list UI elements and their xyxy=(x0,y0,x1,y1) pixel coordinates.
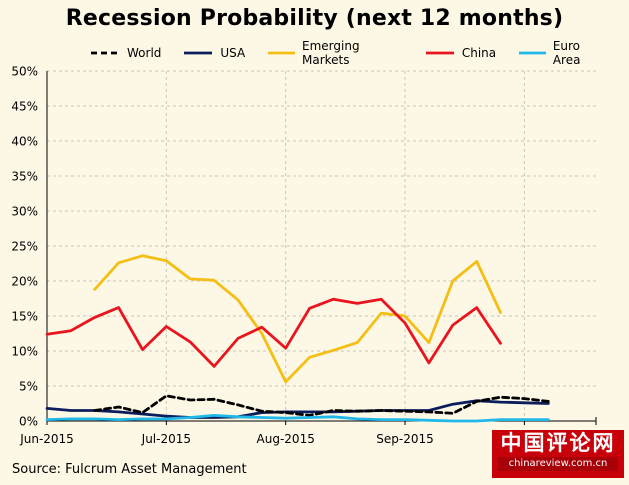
series-line-world xyxy=(93,394,550,417)
legend-item-euro-area: Euro Area xyxy=(518,39,607,67)
x-tick-label: Jul-2015 xyxy=(141,432,191,446)
legend-swatch xyxy=(519,51,546,55)
y-tick-label: 25% xyxy=(11,240,38,254)
legend-swatch xyxy=(91,51,119,55)
y-tick-label: 5% xyxy=(19,380,38,394)
watermark-cn-text: 中国评论网 xyxy=(500,431,616,455)
y-tick-label: 40% xyxy=(11,135,38,149)
y-tick-label: 20% xyxy=(11,275,38,289)
legend-item-usa: USA xyxy=(183,46,245,60)
legend-swatch xyxy=(268,51,296,55)
y-tick-label: 45% xyxy=(11,100,38,114)
y-tick-label: 0% xyxy=(19,415,38,429)
x-tick-label: Sep-2015 xyxy=(376,432,434,446)
legend-label: World xyxy=(127,46,162,60)
series-line-emerging-markets xyxy=(93,254,502,384)
chart-legend: World USA Emerging Markets China Euro Area xyxy=(90,39,629,67)
legend-swatch xyxy=(184,51,213,55)
legend-label: Emerging Markets xyxy=(302,39,360,67)
watermark-url-text: chinareview.com.cn xyxy=(498,457,618,471)
series-line-china xyxy=(45,297,502,368)
legend-label: China xyxy=(461,46,497,60)
x-tick-label: Jun-2015 xyxy=(19,432,74,446)
legend-item-world: World xyxy=(90,46,161,60)
y-tick-label: 50% xyxy=(11,65,38,79)
legend-label: Euro Area xyxy=(552,39,581,67)
series-line-euro-area xyxy=(45,413,550,423)
y-tick-label: 15% xyxy=(11,310,38,324)
legend-swatch xyxy=(425,51,454,55)
source-note: Source: Fulcrum Asset Management xyxy=(12,462,247,477)
site-watermark-logo: 中国评论网 chinareview.com.cn xyxy=(492,430,624,478)
chart-title: Recession Probability (next 12 months) xyxy=(65,6,564,31)
y-tick-label: 35% xyxy=(11,170,38,184)
y-tick-label: 30% xyxy=(11,205,38,219)
legend-item-emerging-markets: Emerging Markets xyxy=(267,39,403,67)
legend-item-china: China xyxy=(425,46,496,60)
x-tick-label: Aug-2015 xyxy=(257,432,315,446)
y-tick-label: 10% xyxy=(11,345,38,359)
legend-label: USA xyxy=(220,46,246,60)
series-line-usa xyxy=(45,399,550,419)
